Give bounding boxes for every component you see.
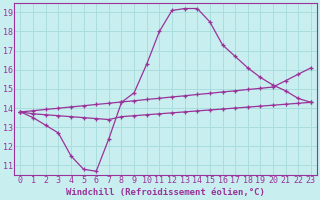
X-axis label: Windchill (Refroidissement éolien,°C): Windchill (Refroidissement éolien,°C) <box>66 188 265 197</box>
